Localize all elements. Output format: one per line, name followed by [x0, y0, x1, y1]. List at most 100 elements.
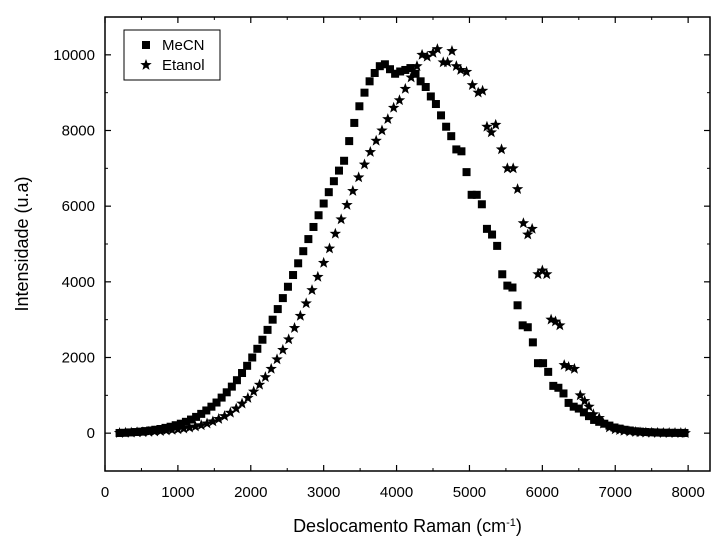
data-point-etanol	[640, 426, 652, 438]
data-point-mecn	[345, 137, 354, 146]
data-point-etanol	[189, 420, 202, 432]
data-point-etanol	[663, 426, 675, 438]
data-point-etanol	[568, 362, 581, 374]
data-point-etanol	[651, 426, 664, 438]
data-point-mecn	[447, 132, 456, 141]
data-point-etanol	[352, 171, 365, 183]
series-etanol	[113, 43, 691, 438]
data-point-etanol	[329, 227, 342, 239]
data-point-etanol	[195, 419, 207, 431]
data-point-etanol	[431, 43, 444, 55]
x-tick-label: 3000	[307, 484, 340, 501]
data-point-etanol	[679, 427, 691, 438]
data-point-etanol	[441, 56, 454, 68]
data-point-etanol	[507, 162, 519, 174]
data-point-etanol	[282, 333, 295, 345]
data-point-mecn	[477, 200, 486, 209]
data-point-etanol	[481, 120, 493, 132]
data-point-etanol	[137, 426, 149, 438]
data-point-etanol	[554, 319, 566, 331]
data-point-etanol	[393, 94, 406, 106]
y-tick-label: 2000	[62, 350, 95, 367]
data-point-etanol	[207, 415, 219, 427]
legend-box	[123, 29, 221, 81]
x-tick-label: 0	[101, 484, 109, 501]
data-point-etanol	[416, 48, 428, 60]
data-point-mecn	[360, 88, 369, 97]
data-point-etanol	[472, 86, 484, 98]
data-point-etanol	[382, 113, 394, 124]
data-point-mecn	[411, 69, 420, 78]
data-point-mecn	[549, 381, 558, 390]
data-point-mecn	[217, 393, 226, 402]
data-point-mecn	[365, 77, 374, 86]
data-point-etanol	[376, 124, 388, 136]
data-point-mecn	[294, 259, 303, 268]
data-point-etanol	[618, 424, 630, 436]
data-point-mecn	[462, 168, 471, 177]
data-point-mecn	[406, 64, 415, 73]
data-point-mecn	[539, 359, 548, 368]
data-point-mecn	[202, 406, 211, 415]
data-point-mecn	[452, 145, 461, 154]
data-point-etanol	[201, 417, 213, 429]
data-point-mecn	[523, 323, 532, 332]
data-point-mecn	[350, 118, 359, 127]
data-point-etanol	[399, 82, 412, 94]
data-point-etanol	[562, 360, 575, 372]
data-point-etanol	[466, 79, 479, 90]
data-point-etanol	[317, 256, 330, 268]
data-point-mecn	[253, 344, 262, 353]
data-point-etanol	[574, 389, 586, 401]
data-point-mecn	[268, 315, 277, 324]
data-point-mecn	[273, 305, 282, 314]
data-point-mecn	[564, 398, 573, 407]
data-point-mecn	[340, 156, 349, 165]
data-point-mecn	[263, 325, 272, 334]
data-point-etanol	[230, 402, 242, 414]
data-point-etanol	[511, 183, 524, 194]
data-point-mecn	[176, 419, 185, 428]
data-point-mecn	[498, 270, 507, 279]
data-point-etanol	[545, 313, 557, 325]
data-point-etanol	[460, 65, 473, 77]
legend-label-mecn: MeCN	[162, 37, 205, 54]
data-point-mecn	[319, 199, 328, 208]
data-point-mecn	[421, 82, 430, 91]
data-point-mecn	[278, 294, 287, 303]
data-point-mecn	[482, 224, 491, 233]
data-point-mecn	[401, 65, 410, 74]
data-point-mecn	[574, 404, 583, 413]
data-point-mecn	[192, 412, 201, 421]
data-point-mecn	[334, 166, 343, 175]
series-mecn	[115, 60, 689, 437]
data-point-mecn	[472, 190, 481, 199]
data-point-etanol	[113, 426, 126, 438]
data-point-mecn	[508, 283, 517, 292]
data-point-etanol	[178, 422, 190, 434]
data-point-etanol	[532, 268, 544, 280]
data-point-mecn	[554, 383, 563, 392]
data-point-mecn	[283, 282, 292, 291]
data-point-mecn	[457, 147, 466, 156]
data-point-mecn	[437, 111, 446, 120]
data-point-etanol	[271, 353, 283, 365]
data-point-etanol	[148, 425, 161, 437]
data-point-mecn	[493, 241, 502, 250]
data-point-mecn	[314, 211, 323, 220]
data-point-mecn	[585, 412, 593, 421]
data-point-etanol	[578, 395, 591, 406]
data-point-etanol	[411, 60, 423, 72]
data-point-etanol	[335, 213, 347, 225]
data-point-etanol	[347, 185, 359, 196]
data-point-etanol	[541, 268, 553, 280]
data-point-etanol	[172, 423, 184, 435]
data-point-etanol	[224, 406, 237, 418]
data-point-etanol	[236, 397, 248, 409]
data-point-etanol	[558, 359, 570, 370]
data-point-etanol	[358, 158, 371, 170]
data-point-mecn	[187, 415, 196, 424]
data-point-mecn	[442, 122, 451, 131]
data-point-mecn	[579, 408, 588, 417]
